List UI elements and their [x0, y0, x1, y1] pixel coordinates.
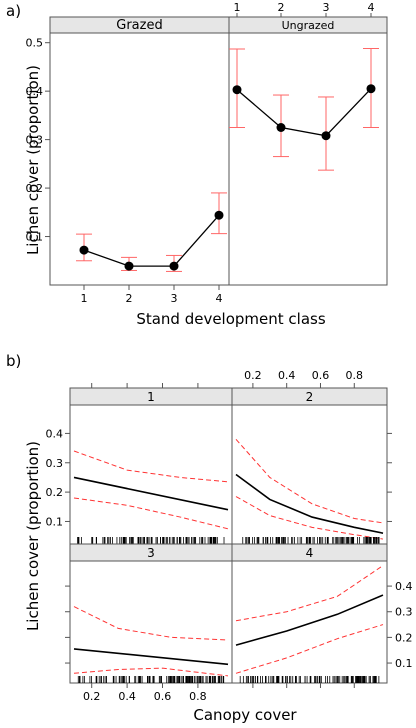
- fit-line: [235, 473, 384, 534]
- y-tick-label-b-left: 0.2: [46, 486, 64, 499]
- data-point: [169, 261, 179, 271]
- panel-b-xlabel: Canopy cover: [193, 706, 297, 724]
- panel-frame-b-4: [231, 560, 388, 684]
- strip-label-a-2: Ungrazed: [282, 19, 335, 32]
- x-tick-label-b-bottom: 0.2: [83, 690, 101, 703]
- y-tick-label-a: 0.5: [26, 37, 44, 50]
- y-tick-label-a: 0.1: [26, 231, 44, 244]
- strip-label-b-3: 3: [147, 546, 155, 560]
- y-tick-label-b-right: 0.3: [395, 606, 413, 619]
- x-tick-label-a: 1: [81, 292, 88, 305]
- x-tick-label-b-top: 0.8: [346, 369, 364, 382]
- x-tick-label-b-top: 0.6: [312, 369, 330, 382]
- panel-b-ylabel: Lichen cover (proportion): [24, 441, 42, 631]
- x-tick-label-a: 3: [171, 292, 178, 305]
- ci-lower-line: [235, 496, 384, 540]
- data-point: [124, 261, 134, 271]
- panel-a-xlabel: Stand development class: [136, 310, 326, 328]
- y-tick-label-b-left: 0.4: [46, 427, 64, 440]
- y-tick-label-b-left: 0.1: [46, 515, 64, 528]
- y-tick-label-a: 0.4: [26, 85, 44, 98]
- y-tick-label-b-right: 0.1: [395, 657, 413, 670]
- panel-frame-b-2: [231, 404, 388, 545]
- ci-lower-line: [73, 667, 229, 677]
- fit-line: [73, 476, 229, 511]
- data-point: [366, 84, 376, 94]
- x-tick-label-a-top: 2: [278, 1, 285, 14]
- chart-b: 1 2 3 4 0.2 0.2 0.4 0.4 0.6 0.6 0.8 0.8 0.1 0.1 0.2 0.2…: [46, 369, 413, 703]
- y-tick-label-a: 0.2: [26, 182, 44, 195]
- panel-frame-b-1: [69, 404, 233, 545]
- panel-b-label: b): [6, 352, 21, 370]
- x-tick-label-a-top: 3: [323, 1, 330, 14]
- x-tick-label-a-top: 4: [368, 1, 375, 14]
- panel-a-label: a): [6, 2, 21, 20]
- data-point: [79, 245, 89, 255]
- ci-lower-line: [235, 624, 384, 674]
- strip-label-a-1: Grazed: [116, 18, 162, 33]
- x-tick-label-b-top: 0.2: [244, 369, 262, 382]
- x-tick-label-a-top: 1: [234, 1, 241, 14]
- y-tick-label-b-right: 0.2: [395, 631, 413, 644]
- x-tick-label-a: 4: [216, 292, 223, 305]
- panel-frame-a-1: [49, 32, 230, 286]
- series-line-a-1: [83, 214, 220, 267]
- chart-a: Grazed 1 2 3 4 Ungrazed 1 2 3 4 0.1 0.2 0.3 0.4 0.5: [26, 1, 388, 305]
- data-point: [214, 210, 224, 220]
- strip-label-b-2: 2: [306, 390, 314, 404]
- x-tick-label-b-bottom: 0.4: [118, 690, 136, 703]
- strip-label-b-4: 4: [306, 546, 314, 560]
- panel-frame-b-3: [69, 560, 233, 684]
- ci-lower-line: [73, 497, 229, 530]
- y-tick-label-a: 0.3: [26, 134, 44, 147]
- x-tick-label-b-bottom: 0.6: [154, 690, 172, 703]
- fit-line: [235, 594, 384, 646]
- ci-upper-line: [235, 565, 384, 622]
- ci-upper-line: [73, 606, 229, 641]
- x-tick-label-a: 2: [126, 292, 133, 305]
- fit-line: [73, 648, 229, 666]
- panel-a-ylabel: Lichen cover (proportion): [24, 65, 42, 255]
- y-tick-label-b-left: 0.3: [46, 457, 64, 470]
- series-line-a-2: [236, 88, 372, 137]
- x-tick-label-b-bottom: 0.8: [189, 690, 207, 703]
- panel-frame-a-2: [228, 32, 388, 286]
- ci-upper-line: [235, 438, 384, 524]
- y-tick-label-b-right: 0.4: [395, 580, 413, 593]
- x-tick-label-b-top: 0.4: [278, 369, 296, 382]
- data-point: [232, 85, 242, 95]
- data-point: [276, 123, 286, 132]
- data-point: [321, 131, 331, 141]
- strip-label-b-1: 1: [147, 390, 155, 404]
- ci-upper-line: [73, 450, 229, 483]
